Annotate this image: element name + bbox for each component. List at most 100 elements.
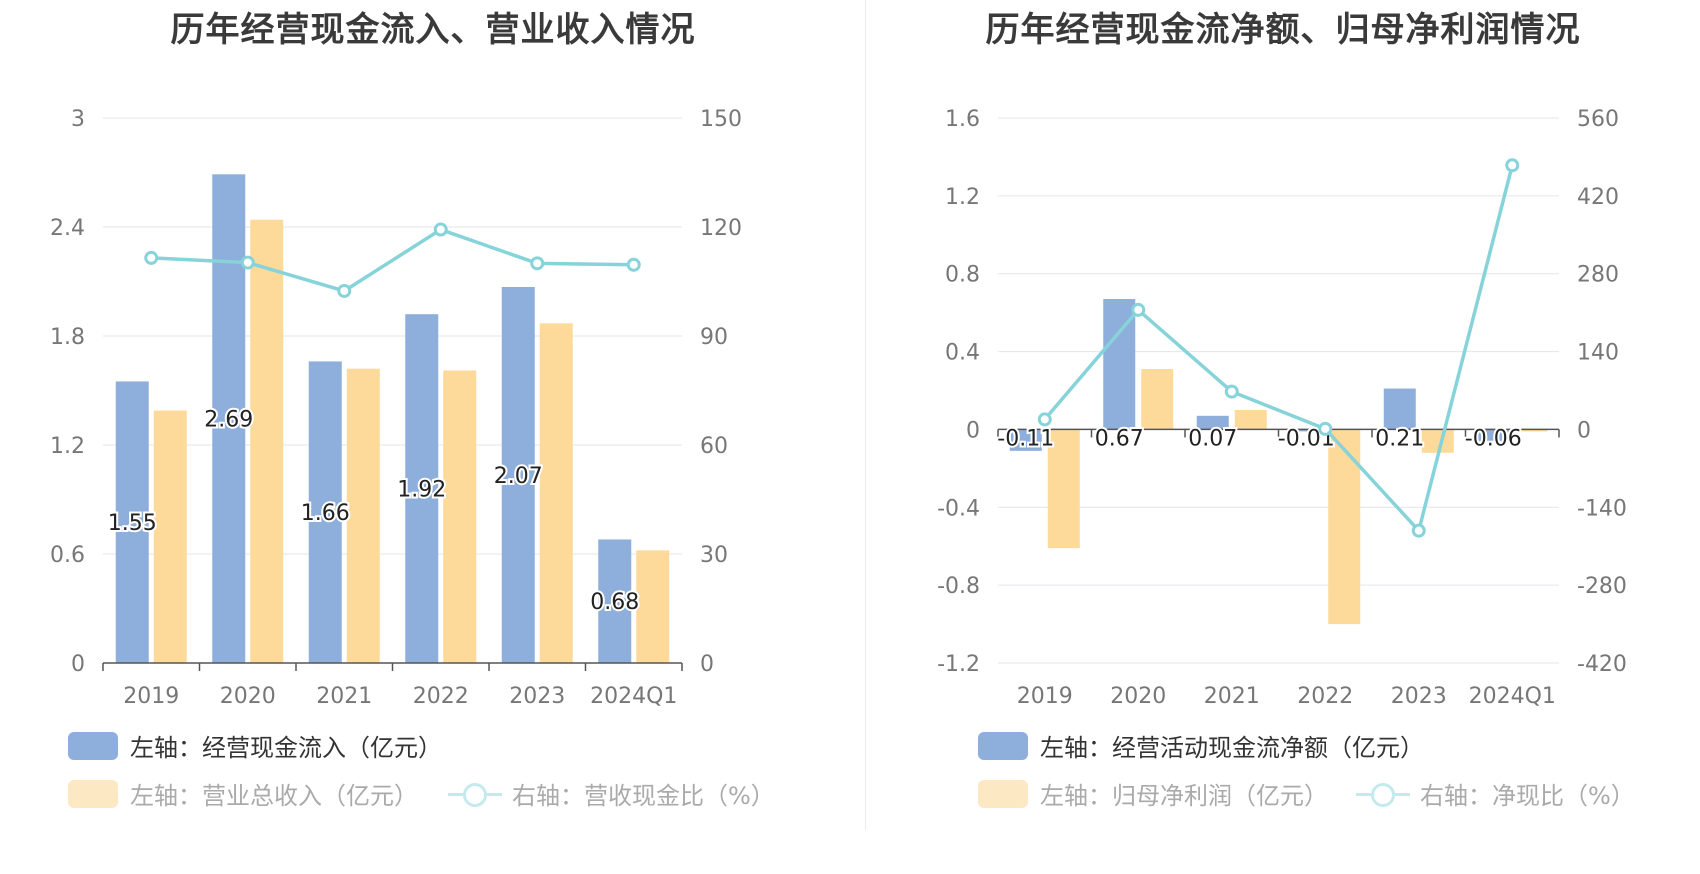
line-point — [1037, 412, 1052, 427]
legend-swatch — [978, 779, 1028, 808]
y-tick-label-right: 280 — [1577, 263, 1619, 288]
bar — [1009, 429, 1042, 451]
legend-swatch — [68, 731, 118, 760]
y-tick-label-left: -0.8 — [937, 574, 980, 599]
bar — [1141, 369, 1174, 430]
x-tick-label: 2022 — [413, 684, 469, 709]
bar — [1477, 429, 1510, 442]
bar — [153, 410, 187, 663]
chart-title: 历年经营现金流入、营业收入情况 — [170, 10, 696, 50]
panel-divider — [865, 0, 866, 830]
y-tick-label-right: 60 — [700, 434, 728, 459]
bar — [405, 314, 439, 663]
line-point — [1505, 158, 1520, 173]
legend-item-net-cash-ratio[interactable]: 右轴：净现比（%） — [1356, 776, 1635, 811]
line-point — [1224, 384, 1239, 399]
bar — [443, 370, 477, 663]
legend-swatch — [68, 779, 118, 808]
legend-line-icon — [1356, 780, 1410, 808]
chart-panel-right: 历年经营现金流净额、归母净利润情况 -1.2 -0.8 -0.4 0 0.4 0.8 1.2… — [866, 0, 1700, 874]
bar — [598, 539, 632, 663]
bar — [1290, 429, 1323, 432]
bar — [1421, 429, 1454, 453]
y-tick-label-left: 0.6 — [50, 543, 85, 568]
data-label: 0.07 — [1188, 426, 1237, 451]
bar — [1234, 409, 1267, 430]
x-tick-label: 2020 — [1110, 684, 1166, 709]
y-tick-label-right: 30 — [700, 543, 728, 568]
y-tick-label-left: 1.2 — [945, 185, 980, 210]
legend-label: 左轴：归母净利润（亿元） — [1040, 782, 1328, 810]
bar — [539, 323, 573, 663]
bar — [1328, 429, 1361, 625]
x-tick-label: 2022 — [1297, 684, 1353, 709]
bar — [1196, 415, 1229, 430]
y-tick-label-right: 150 — [700, 107, 742, 132]
line-point — [1131, 302, 1146, 317]
y-tick-label-right: 140 — [1577, 341, 1619, 366]
legend-item-cash-ratio[interactable]: 右轴：营收现金比（%） — [448, 776, 775, 811]
data-label: 1.55 — [108, 511, 157, 536]
x-tick-label: 2021 — [316, 684, 372, 709]
legend-item-revenue[interactable]: 左轴：营业总收入（亿元） — [68, 776, 418, 811]
data-label: 1.92 — [397, 478, 446, 503]
line-point — [433, 222, 448, 237]
x-tick-label: 2020 — [220, 684, 276, 709]
x-tick-label: 2019 — [1017, 684, 1073, 709]
y-tick-label-left: 0.4 — [945, 341, 980, 366]
line-point — [144, 250, 159, 265]
series-line — [1043, 164, 1514, 535]
chart-panel-left: 历年经营现金流入、营业收入情况 0 0.6 1.2 1.8 2.4 3 0 30 60 90 120… — [50, 10, 775, 811]
x-tick-label: 2023 — [1391, 684, 1447, 709]
legend-item-cash-inflow[interactable]: 左轴：经营现金流入（亿元） — [68, 728, 442, 763]
y-tick-label-right: 420 — [1577, 185, 1619, 210]
chart-svg-right: -1.2 -0.8 -0.4 0 0.4 0.8 1.2 1.6 -420 -280 -140 0 14… — [937, 107, 1627, 709]
y-tick-label-right: 0 — [700, 652, 714, 677]
data-label: 1.66 — [301, 501, 350, 526]
y-tick-label-right: 90 — [700, 325, 728, 350]
line-point — [240, 255, 255, 270]
x-tick-label: 2024Q1 — [590, 684, 677, 709]
legend-label: 左轴：经营活动现金流净额（亿元） — [1040, 734, 1424, 762]
bar — [212, 174, 246, 664]
line-point — [337, 283, 352, 298]
bar — [636, 550, 670, 663]
x-tick-label: 2021 — [1204, 684, 1260, 709]
bar — [308, 361, 342, 663]
legend-line-icon — [448, 780, 502, 808]
line-point — [530, 256, 545, 271]
bar — [1383, 388, 1416, 430]
data-label: 0.68 — [590, 590, 639, 615]
line-point — [626, 257, 641, 272]
data-label: 2.69 — [204, 408, 253, 433]
y-tick-label-right: 0 — [1577, 418, 1591, 443]
legend-item-net-cash-flow[interactable]: 左轴：经营活动现金流净额（亿元） — [978, 728, 1424, 763]
y-tick-label-left: 1.2 — [50, 434, 85, 459]
legend-label: 右轴：营收现金比（%） — [512, 782, 775, 810]
y-tick-label-right: 120 — [700, 216, 742, 241]
bar — [346, 368, 380, 663]
y-tick-label-left: -1.2 — [937, 652, 980, 677]
y-tick-label-left: 1.8 — [50, 325, 85, 350]
x-tick-label: 2024Q1 — [1469, 684, 1556, 709]
legend-label: 右轴：净现比（%） — [1420, 782, 1635, 810]
data-label: -0.11 — [997, 426, 1054, 451]
chart-title: 历年经营现金流净额、归母净利润情况 — [985, 10, 1581, 50]
x-tick-label: 2023 — [509, 684, 565, 709]
line-point — [1318, 421, 1333, 436]
y-tick-label-left: -0.4 — [937, 496, 980, 521]
legend-item-net-profit[interactable]: 左轴：归母净利润（亿元） — [978, 776, 1328, 811]
x-tick-label: 2019 — [123, 684, 179, 709]
data-label: -0.06 — [1465, 426, 1522, 451]
legend-label: 左轴：营业总收入（亿元） — [130, 782, 418, 810]
y-tick-label-left: 0 — [71, 652, 85, 677]
bar — [250, 219, 284, 663]
legend-label: 左轴：经营现金流入（亿元） — [130, 734, 442, 762]
bar — [1047, 429, 1080, 549]
y-tick-label-left: 0 — [966, 418, 980, 443]
y-tick-label-right: -420 — [1577, 652, 1627, 677]
data-label: 0.67 — [1095, 426, 1144, 451]
y-tick-label-right: -280 — [1577, 574, 1627, 599]
y-tick-label-left: 2.4 — [50, 216, 85, 241]
